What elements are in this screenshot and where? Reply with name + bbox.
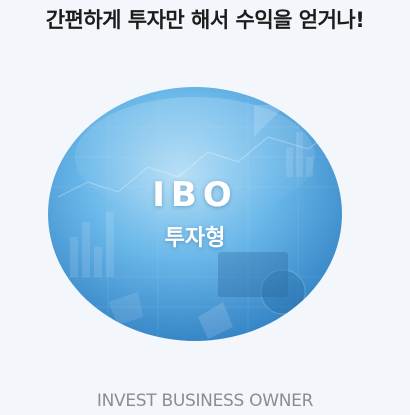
product-title: IBO — [152, 175, 238, 215]
ibo-product-card[interactable]: IBO 투자형 — [48, 87, 342, 341]
page-heading: 간편하게 투자만 해서 수익을 얻거나! — [45, 8, 365, 32]
product-caption: INVEST BUSINESS OWNER — [96, 391, 314, 411]
business-data-illustration — [48, 87, 342, 341]
product-subtitle: 투자형 — [164, 226, 226, 251]
